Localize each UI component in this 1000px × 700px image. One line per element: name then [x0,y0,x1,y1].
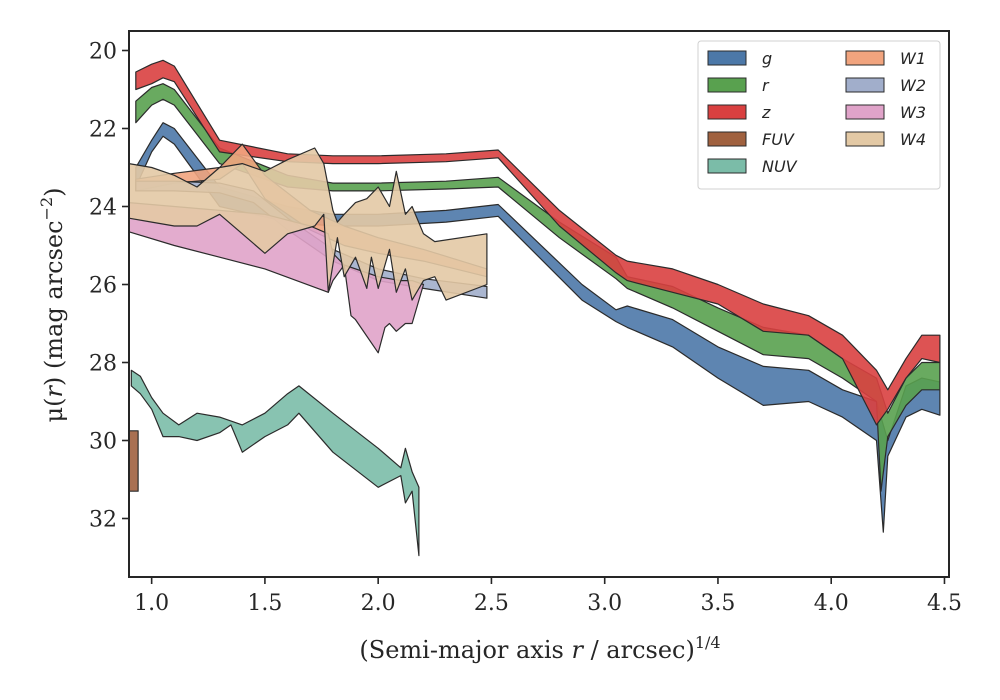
legend-label-W3: W3 [900,103,926,122]
y-axis-ticks: 20 22 24 26 28 30 32 [89,40,129,533]
band-W4 [128,147,488,301]
legend-label-r: r [762,76,770,95]
legend-swatch-NUV [707,158,747,174]
legend-swatch-W4 [845,131,885,147]
x-tick-label: 4.0 [814,591,849,616]
x-tick-label: 2.0 [361,591,396,616]
x-axis-ticks: 1.0 1.5 2.0 2.5 3.0 3.5 4.0 4.5 [134,577,962,616]
legend-label-NUV: NUV [762,157,798,176]
x-tick-label: 1.5 [247,591,282,616]
legend-swatch-r [707,77,747,93]
x-tick-label: 4.5 [927,591,962,616]
y-tick-label: 32 [89,508,117,533]
y-tick-label: 28 [89,352,117,377]
y-tick-label: 22 [89,118,117,143]
legend-label-W4: W4 [900,130,926,149]
legend-label-z: z [761,103,771,122]
legend-swatch-W1 [845,50,885,66]
band-r [135,83,941,492]
x-axis-label: (Semi-major axis r / arcsec)1/4 [359,633,720,664]
profile-bands [128,59,941,557]
legend-swatch-g [707,50,747,66]
legend-label-W2: W2 [900,76,926,95]
legend-swatch-W2 [845,77,885,93]
y-tick-label: 30 [89,430,117,455]
legend-swatch-W3 [845,104,885,120]
legend: grz FUV NUV W1 W2 W3 W4 [697,40,941,190]
y-axis-label: μ(r) (mag arcsec−2) [37,187,68,422]
x-tick-label: 3.0 [587,591,622,616]
y-tick-label: 24 [89,196,117,221]
legend-swatch-z [707,104,747,120]
x-tick-label: 2.5 [474,591,509,616]
legend-swatch-FUV [707,131,747,147]
x-tick-label: 1.0 [134,591,169,616]
legend-label-FUV: FUV [762,130,795,149]
band-NUV [130,369,420,557]
y-tick-label: 20 [89,40,117,65]
band-FUV [128,430,139,492]
legend-label-W1: W1 [900,49,926,68]
band-z [135,59,941,426]
x-tick-label: 3.5 [700,591,735,616]
legend-label-g: g [762,49,772,68]
y-tick-label: 26 [89,274,117,299]
band-W3 [128,202,425,354]
plot-frame [128,30,950,578]
